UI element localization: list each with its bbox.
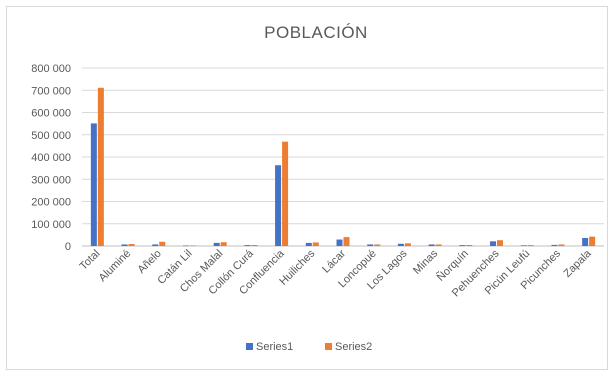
- y-tick-label: 100 000: [31, 219, 71, 231]
- bar-series1-12[interactable]: [428, 244, 435, 246]
- bar-series2-11[interactable]: [404, 243, 411, 246]
- bar-series1-14[interactable]: [490, 241, 497, 246]
- legend[interactable]: Series1 Series2: [246, 341, 372, 353]
- bars: [90, 87, 596, 247]
- x-category-label: Lácar: [320, 247, 348, 275]
- y-tick-label: 0: [65, 241, 71, 253]
- legend-swatch-series1: [246, 343, 253, 350]
- bar-series2-17[interactable]: [589, 236, 596, 246]
- bar-series1-17[interactable]: [582, 237, 589, 246]
- bar-series1-15[interactable]: [520, 245, 527, 246]
- y-tick-label: 200 000: [31, 197, 71, 209]
- chart-frame: [6, 6, 608, 370]
- legend-swatch-series2: [325, 343, 332, 350]
- bar-series2-9[interactable]: [343, 237, 350, 246]
- bar-series2-10[interactable]: [374, 244, 381, 246]
- y-axis-tick-labels: 0 100 000 200 000 300 000 400 000 500 000 600 …: [31, 63, 71, 253]
- bar-series2-12[interactable]: [435, 244, 442, 246]
- gridlines: [82, 67, 604, 247]
- bar-series2-14[interactable]: [497, 240, 504, 246]
- x-category-label: Añelo: [136, 248, 164, 276]
- y-tick-label: 400 000: [31, 152, 71, 164]
- bar-series1-7[interactable]: [275, 165, 282, 246]
- x-category-label: Total: [78, 248, 103, 273]
- bar-series1-5[interactable]: [213, 242, 220, 246]
- bar-series2-4[interactable]: [189, 245, 196, 247]
- bar-series1-10[interactable]: [367, 244, 374, 246]
- bar-series1-8[interactable]: [305, 242, 312, 246]
- bar-series1-16[interactable]: [551, 244, 558, 246]
- y-tick-label: 600 000: [31, 108, 71, 120]
- bar-series1-13[interactable]: [459, 245, 466, 246]
- y-tick-label: 500 000: [31, 130, 71, 142]
- chart-title: POBLACIÓN: [264, 23, 368, 42]
- x-category-label: Aluminé: [97, 248, 134, 285]
- bar-series1-1[interactable]: [90, 123, 97, 246]
- bar-series2-16[interactable]: [558, 244, 565, 246]
- bar-series1-2[interactable]: [121, 244, 128, 246]
- bar-series2-1[interactable]: [97, 87, 104, 247]
- bar-series1-9[interactable]: [336, 239, 343, 246]
- bar-series2-6[interactable]: [251, 244, 258, 246]
- bar-series2-7[interactable]: [282, 141, 289, 246]
- bar-series2-2[interactable]: [128, 243, 135, 246]
- bar-series2-5[interactable]: [220, 242, 227, 246]
- bar-series1-11[interactable]: [397, 243, 404, 246]
- bar-series1-4[interactable]: [182, 245, 189, 247]
- bar-series1-6[interactable]: [244, 245, 251, 246]
- y-tick-label: 700 000: [31, 85, 71, 97]
- y-tick-label: 800 000: [31, 63, 71, 75]
- bar-series2-13[interactable]: [466, 244, 473, 246]
- x-category-label: Minas: [411, 247, 441, 277]
- bar-series2-8[interactable]: [312, 242, 319, 246]
- y-tick-label: 300 000: [31, 174, 71, 186]
- bar-series2-15[interactable]: [527, 245, 534, 246]
- bar-series1-3[interactable]: [152, 244, 159, 246]
- bar-series2-3[interactable]: [159, 241, 166, 246]
- x-category-label: Zapala: [561, 247, 594, 280]
- legend-label-series2[interactable]: Series2: [335, 341, 372, 353]
- legend-label-series1[interactable]: Series1: [256, 341, 293, 353]
